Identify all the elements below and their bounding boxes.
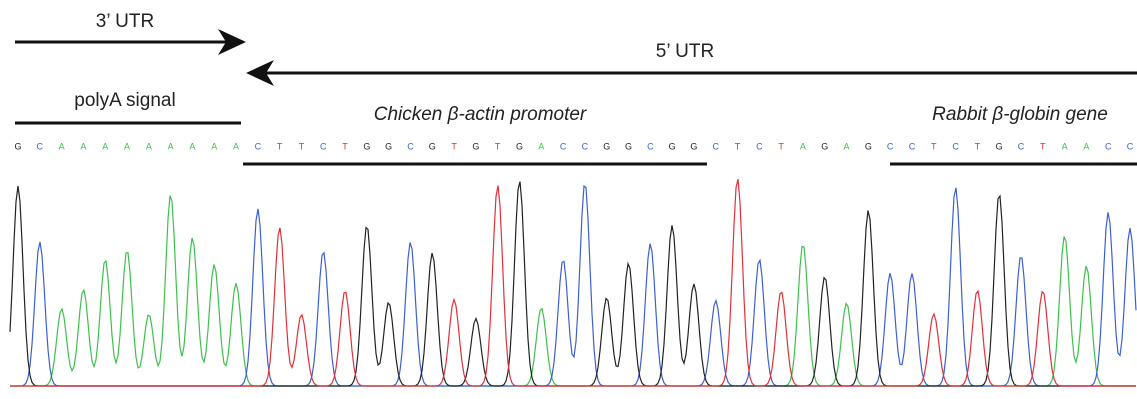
base: T xyxy=(299,141,305,151)
base: A xyxy=(538,141,544,151)
base: T xyxy=(1040,141,1046,151)
base: A xyxy=(800,141,806,151)
base: T xyxy=(735,141,741,151)
label-5utr: 5’ UTR xyxy=(656,41,714,62)
base: C xyxy=(756,141,763,151)
base: A xyxy=(146,141,152,151)
base: G xyxy=(821,141,828,151)
base: C xyxy=(37,141,44,151)
trace-c xyxy=(10,186,1136,386)
trace-a xyxy=(10,196,1136,386)
base: G xyxy=(865,141,872,151)
base: A xyxy=(211,141,217,151)
base: A xyxy=(59,141,65,151)
base: T xyxy=(975,141,981,151)
base: C xyxy=(407,141,414,151)
base: G xyxy=(429,141,436,151)
base: G xyxy=(472,141,479,151)
base: T xyxy=(931,141,937,151)
base: A xyxy=(844,141,850,151)
base: T xyxy=(277,141,283,151)
base: A xyxy=(1062,141,1068,151)
base: A xyxy=(189,141,195,151)
base: A xyxy=(80,141,86,151)
base: C xyxy=(887,141,894,151)
base: G xyxy=(625,141,632,151)
base: A xyxy=(1083,141,1089,151)
base: C xyxy=(320,141,327,151)
base: G xyxy=(669,141,676,151)
base: G xyxy=(14,141,21,151)
base: G xyxy=(363,141,370,151)
base: G xyxy=(516,141,523,151)
base: G xyxy=(690,141,697,151)
base: C xyxy=(255,141,262,151)
base: C xyxy=(560,141,567,151)
label-polya: polyA signal xyxy=(74,90,175,111)
base: A xyxy=(124,141,130,151)
base: G xyxy=(603,141,610,151)
base: T xyxy=(778,141,784,151)
base: A xyxy=(233,141,239,151)
base: A xyxy=(102,141,108,151)
base: C xyxy=(1018,141,1025,151)
base: T xyxy=(342,141,348,151)
base: T xyxy=(495,141,501,151)
base: C xyxy=(952,141,959,151)
label-3utr: 3’ UTR xyxy=(96,11,154,32)
chromatogram-figure: 3’ UTR 5’ UTR polyA signal Chicken β-act… xyxy=(0,0,1137,394)
base: C xyxy=(582,141,589,151)
label-promoter: Chicken β-actin promoter xyxy=(374,104,587,125)
traces xyxy=(10,179,1136,386)
label-globin: Rabbit β-globin gene xyxy=(932,104,1108,125)
base: G xyxy=(385,141,392,151)
base: C xyxy=(712,141,719,151)
base: A xyxy=(168,141,174,151)
base: C xyxy=(909,141,916,151)
base: C xyxy=(1105,141,1112,151)
base: C xyxy=(1127,141,1134,151)
base: C xyxy=(647,141,654,151)
base: G xyxy=(996,141,1003,151)
base: T xyxy=(451,141,457,151)
